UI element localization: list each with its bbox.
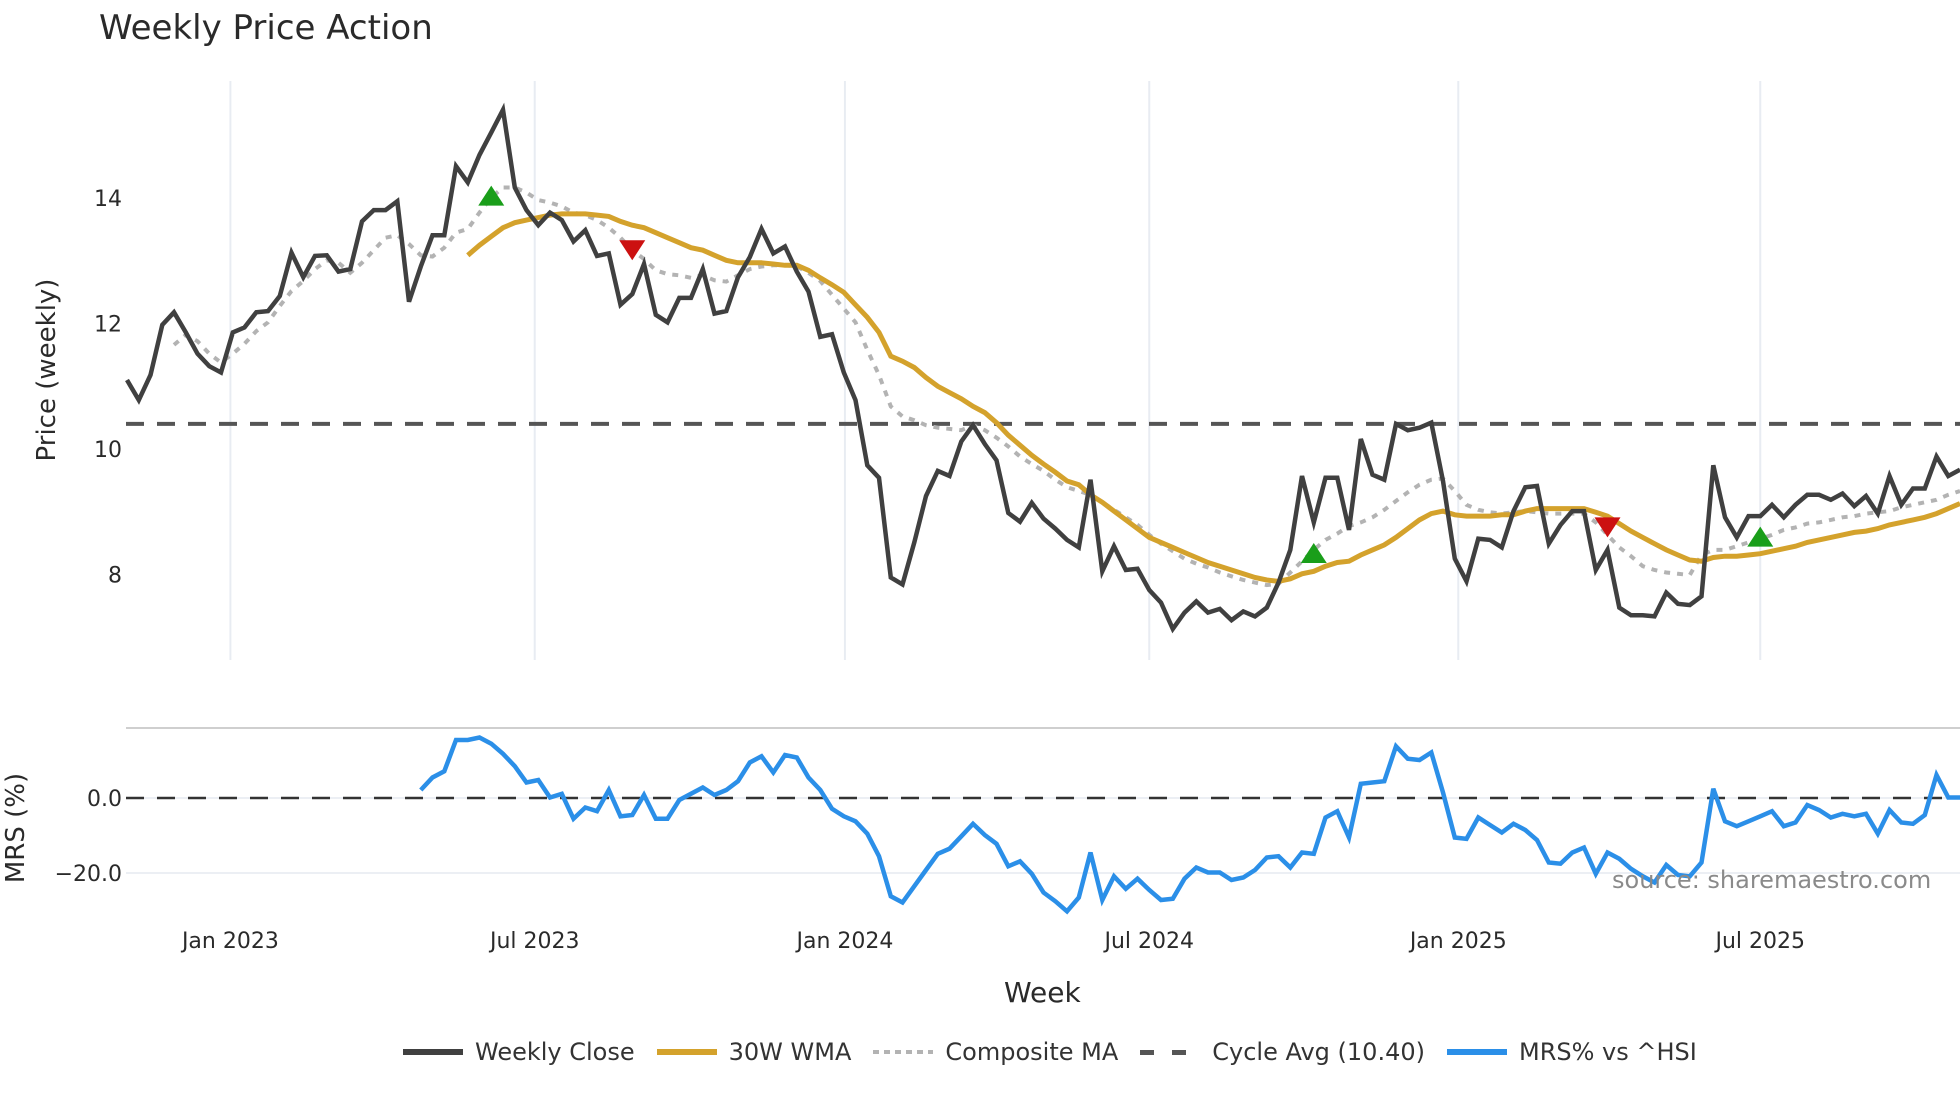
legend-label: 30W WMA: [728, 1038, 852, 1066]
mrs-line: [419, 735, 1960, 915]
legend-label: Cycle Avg (10.40): [1212, 1038, 1425, 1066]
buy-signal-triangle-up-icon: [1300, 542, 1327, 563]
legend-label: Composite MA: [945, 1038, 1119, 1066]
legend-swatch-mrs: [1446, 1049, 1507, 1055]
y-axis-title: Price (weekly): [32, 279, 62, 462]
legend-swatch-weekly-close: [403, 1049, 463, 1055]
mrs-y-tick-label: 0.0: [87, 787, 122, 812]
legend-swatch-cycle-avg: [1140, 1049, 1201, 1055]
legend-item-composite-ma[interactable]: Composite MA: [873, 1034, 1118, 1070]
sell-signal-triangle-down-icon: [619, 240, 646, 261]
x-tick-label: Jul 2024: [1102, 929, 1194, 954]
y-tick-label: 10: [94, 438, 122, 463]
legend-item-cycle-avg[interactable]: Cycle Avg (10.40): [1140, 1034, 1425, 1070]
x-tick-label: Jul 2025: [1713, 929, 1805, 954]
legend: Weekly Close 30W WMA Composite MA Cycle …: [403, 1034, 1719, 1070]
mrs-y-axis-title: MRS (%): [1, 773, 31, 883]
legend-item-30w-wma[interactable]: 30W WMA: [656, 1034, 852, 1070]
chart-title: Weekly Price Action: [99, 8, 433, 48]
weekly-close-line: [125, 102, 1960, 634]
y-tick-label: 8: [108, 563, 122, 588]
y-tick-label: 14: [94, 187, 122, 212]
y-tick-label: 12: [94, 313, 122, 338]
x-tick-label: Jan 2023: [180, 929, 279, 954]
x-tick-label: Jan 2024: [794, 929, 893, 954]
buy-signal-triangle-up-icon: [478, 185, 505, 206]
legend-swatch-30w-wma: [656, 1049, 717, 1055]
legend-item-weekly-close[interactable]: Weekly Close: [403, 1034, 635, 1070]
composite-ma-line: [172, 185, 1960, 588]
sell-signal-triangle-down-icon: [1594, 517, 1621, 538]
wma-30w-line: [466, 211, 1960, 584]
buy-signal-triangle-up-icon: [1747, 526, 1774, 547]
source-watermark: source: sharemaestro.com: [1612, 866, 1932, 894]
legend-label: MRS% vs ^HSI: [1518, 1038, 1697, 1066]
x-axis-title: Week: [1004, 976, 1081, 1009]
x-tick-label: Jul 2023: [488, 929, 580, 954]
legend-item-mrs[interactable]: MRS% vs ^HSI: [1446, 1034, 1697, 1070]
legend-swatch-composite-ma: [873, 1050, 934, 1054]
legend-label: Weekly Close: [475, 1038, 635, 1066]
x-tick-label: Jan 2025: [1408, 929, 1507, 954]
mrs-y-tick-label: −20.0: [55, 862, 122, 887]
